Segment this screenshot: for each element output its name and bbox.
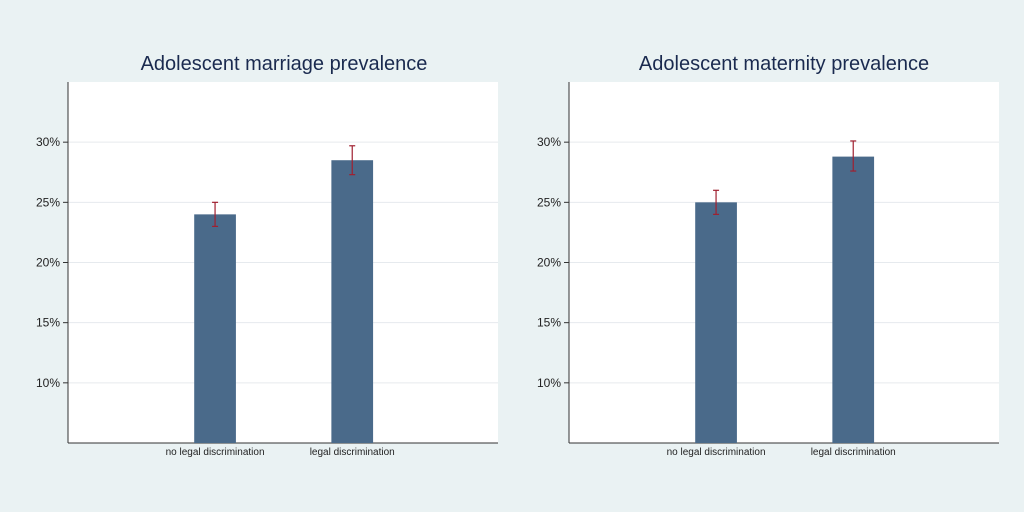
category-label: legal discrimination (811, 447, 896, 458)
y-tick-label: 15% (36, 316, 60, 330)
chart-title: Adolescent marriage prevalence (141, 53, 428, 75)
y-tick-label: 10% (537, 376, 561, 390)
y-tick-label: 30% (36, 135, 60, 149)
bar (832, 156, 875, 443)
bar (695, 202, 737, 443)
y-tick-label: 25% (36, 195, 60, 209)
category-label: legal discrimination (310, 447, 395, 458)
y-tick-label: 30% (537, 135, 561, 149)
bar (194, 214, 236, 443)
chart-title: Adolescent maternity prevalence (639, 53, 929, 75)
y-tick-label: 20% (537, 256, 561, 270)
category-label: no legal discrimination (166, 447, 265, 458)
y-tick-label: 25% (537, 195, 561, 209)
bar (331, 160, 374, 443)
y-tick-label: 10% (36, 376, 60, 390)
chart-panel-marriage: 10% 15% 20% 25% 30% no legal discrimination le… (36, 53, 498, 458)
y-tick-label: 15% (537, 316, 561, 330)
category-label: no legal discrimination (667, 447, 766, 458)
chart-panel-maternity: 10% 15% 20% 25% 30% no legal discrimination le… (537, 53, 999, 458)
y-tick-label: 20% (36, 256, 60, 270)
